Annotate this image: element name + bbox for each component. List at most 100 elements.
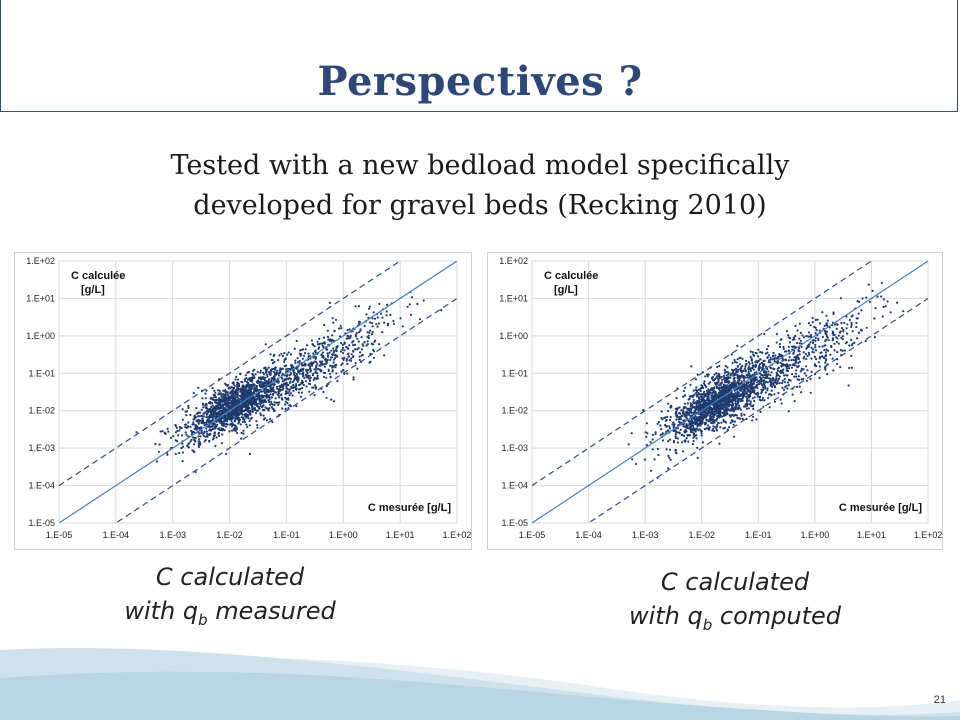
data-point (678, 406, 681, 409)
data-point (785, 367, 789, 370)
data-point (247, 404, 250, 407)
y-tick-label: 1.E-02 (501, 406, 528, 416)
data-point (274, 397, 277, 400)
data-point (682, 450, 685, 453)
data-point (203, 440, 206, 443)
data-point (683, 440, 687, 443)
data-point (681, 441, 684, 444)
data-point (203, 435, 206, 438)
data-point (838, 331, 841, 334)
data-point (694, 427, 698, 430)
data-point (700, 430, 703, 433)
data-point (683, 402, 686, 405)
data-point (790, 366, 793, 369)
data-point (251, 373, 254, 376)
data-point (749, 403, 752, 406)
data-point (787, 378, 790, 381)
data-point (714, 426, 717, 429)
data-point (755, 378, 758, 381)
caption-computed-prefix: with q (628, 602, 703, 630)
data-point (371, 331, 374, 334)
data-point (271, 389, 274, 392)
data-point (218, 398, 222, 401)
data-point (733, 379, 737, 382)
data-point (758, 364, 761, 368)
data-point (654, 432, 657, 436)
data-point (255, 385, 258, 388)
data-point (764, 387, 767, 390)
data-point (773, 368, 776, 371)
data-point (763, 374, 766, 377)
data-point (224, 422, 227, 426)
data-point (824, 355, 827, 358)
data-point (360, 348, 363, 351)
data-point (206, 435, 209, 438)
data-point (224, 395, 227, 398)
data-point (757, 367, 760, 370)
data-point (277, 394, 280, 397)
data-point (196, 415, 200, 418)
data-point (818, 357, 821, 360)
data-point (644, 431, 647, 434)
data-point (333, 357, 337, 360)
data-point (368, 331, 371, 334)
data-point (695, 403, 698, 407)
data-point (289, 353, 293, 356)
data-point (705, 412, 708, 415)
data-point (239, 411, 242, 415)
data-point (213, 431, 216, 434)
data-point (315, 364, 318, 367)
data-point (339, 324, 342, 327)
data-point (850, 338, 853, 341)
data-point (791, 345, 794, 348)
data-point (748, 393, 752, 396)
data-point (325, 359, 329, 363)
data-point (228, 430, 231, 433)
data-point (723, 381, 727, 384)
data-point (233, 419, 237, 422)
data-point (201, 419, 204, 422)
data-point (821, 335, 824, 339)
data-point (695, 420, 698, 423)
data-point (246, 426, 249, 429)
data-point (284, 358, 287, 361)
data-point (729, 383, 732, 386)
data-point (738, 404, 741, 407)
data-point (690, 408, 693, 411)
data-point (814, 373, 817, 376)
data-point (200, 431, 203, 434)
data-point (238, 400, 241, 403)
data-point (175, 426, 178, 429)
caption-measured-line1: C calculated (155, 563, 305, 591)
data-point (787, 336, 790, 339)
data-point (204, 411, 207, 414)
data-point (761, 374, 764, 377)
data-point (773, 380, 776, 383)
chart-measured: 1.E-05 1.E-04 1.E-03 1.E-02 1.E-01 1.E+00 1.E+… (14, 252, 472, 550)
data-point (627, 443, 630, 446)
data-point (715, 396, 718, 399)
data-point (726, 378, 729, 381)
data-point (335, 372, 338, 375)
data-point (218, 403, 221, 406)
data-point (210, 397, 213, 400)
data-point (199, 411, 202, 414)
data-point (845, 341, 848, 344)
data-point (184, 431, 187, 434)
data-point (304, 380, 307, 383)
data-point (752, 390, 756, 393)
data-point (719, 405, 722, 408)
data-point (826, 373, 829, 376)
data-point (368, 307, 371, 310)
y-tick-label: 1.E-04 (28, 481, 55, 491)
data-point (645, 443, 648, 447)
data-point (721, 398, 724, 401)
data-point (242, 416, 245, 419)
data-point (826, 319, 829, 322)
data-point (383, 321, 386, 324)
data-point (217, 419, 220, 422)
data-point (201, 417, 204, 420)
data-point (806, 369, 809, 372)
data-point (243, 410, 246, 413)
data-point (302, 367, 305, 370)
